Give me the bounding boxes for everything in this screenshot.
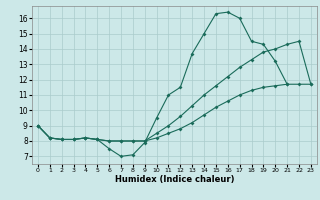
X-axis label: Humidex (Indice chaleur): Humidex (Indice chaleur) [115,175,234,184]
